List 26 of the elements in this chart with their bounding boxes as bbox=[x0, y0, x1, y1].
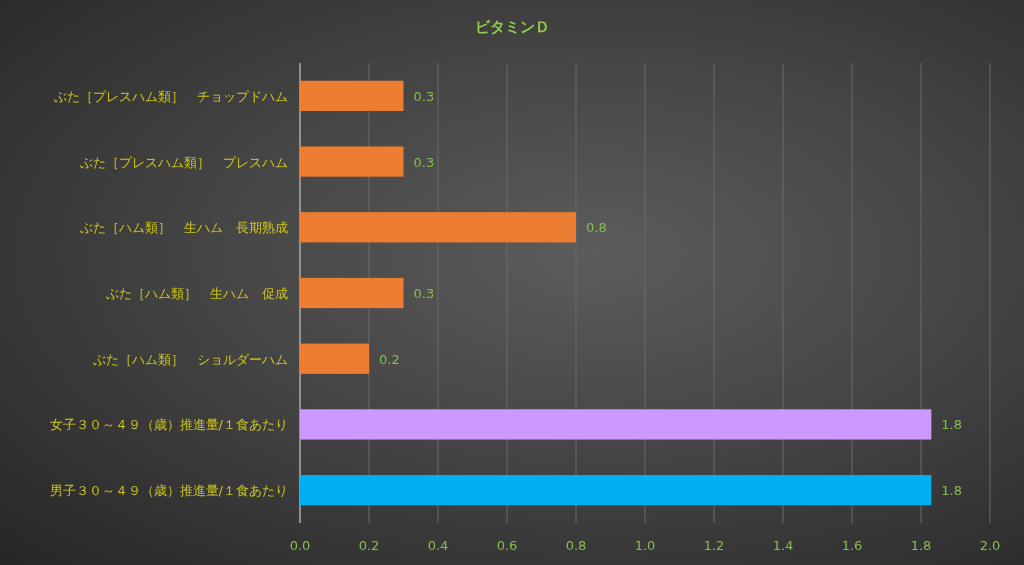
category: ぶた［ハム類］ ショルダーハム bbox=[93, 351, 288, 367]
x-tick: 1.2 bbox=[703, 538, 725, 553]
data-label: 1.8 bbox=[941, 483, 963, 499]
category: ぶた［プレスハム類］ チョップドハム bbox=[54, 88, 288, 104]
x-tick: 2.0 bbox=[979, 538, 1001, 553]
category: ぶた［ハム類］ 生ハム 促成 bbox=[106, 286, 288, 301]
title: ビタミンＤ bbox=[474, 18, 550, 36]
data-label: 0.3 bbox=[413, 154, 435, 170]
x-tick: 0.8 bbox=[565, 538, 587, 553]
x-tick: 0.4 bbox=[427, 538, 449, 553]
data-label: 0.3 bbox=[413, 88, 435, 104]
data-label: 0.2 bbox=[379, 351, 400, 367]
data-label: 1.8 bbox=[941, 417, 963, 433]
data-label: 0.3 bbox=[413, 286, 435, 301]
x-tick: 0.0 bbox=[289, 538, 311, 553]
x-tick: 1.6 bbox=[841, 538, 863, 553]
x-tick: 1.8 bbox=[910, 538, 932, 553]
x-tick: 1.4 bbox=[772, 538, 794, 553]
x-tick: 1.0 bbox=[634, 538, 656, 553]
category: 男子３０～４９（歳）推進量/１食あたり bbox=[49, 483, 288, 499]
x-tick: 0.2 bbox=[358, 538, 380, 553]
category: ぶた［プレスハム類］ プレスハム bbox=[80, 154, 288, 170]
category: 女子３０～４９（歳）推進量/１食あたり bbox=[49, 417, 288, 433]
data-label: 0.8 bbox=[586, 220, 607, 236]
category: ぶた［ハム類］ 生ハム 長期熟成 bbox=[80, 220, 288, 236]
x-tick: 0.6 bbox=[496, 538, 518, 553]
